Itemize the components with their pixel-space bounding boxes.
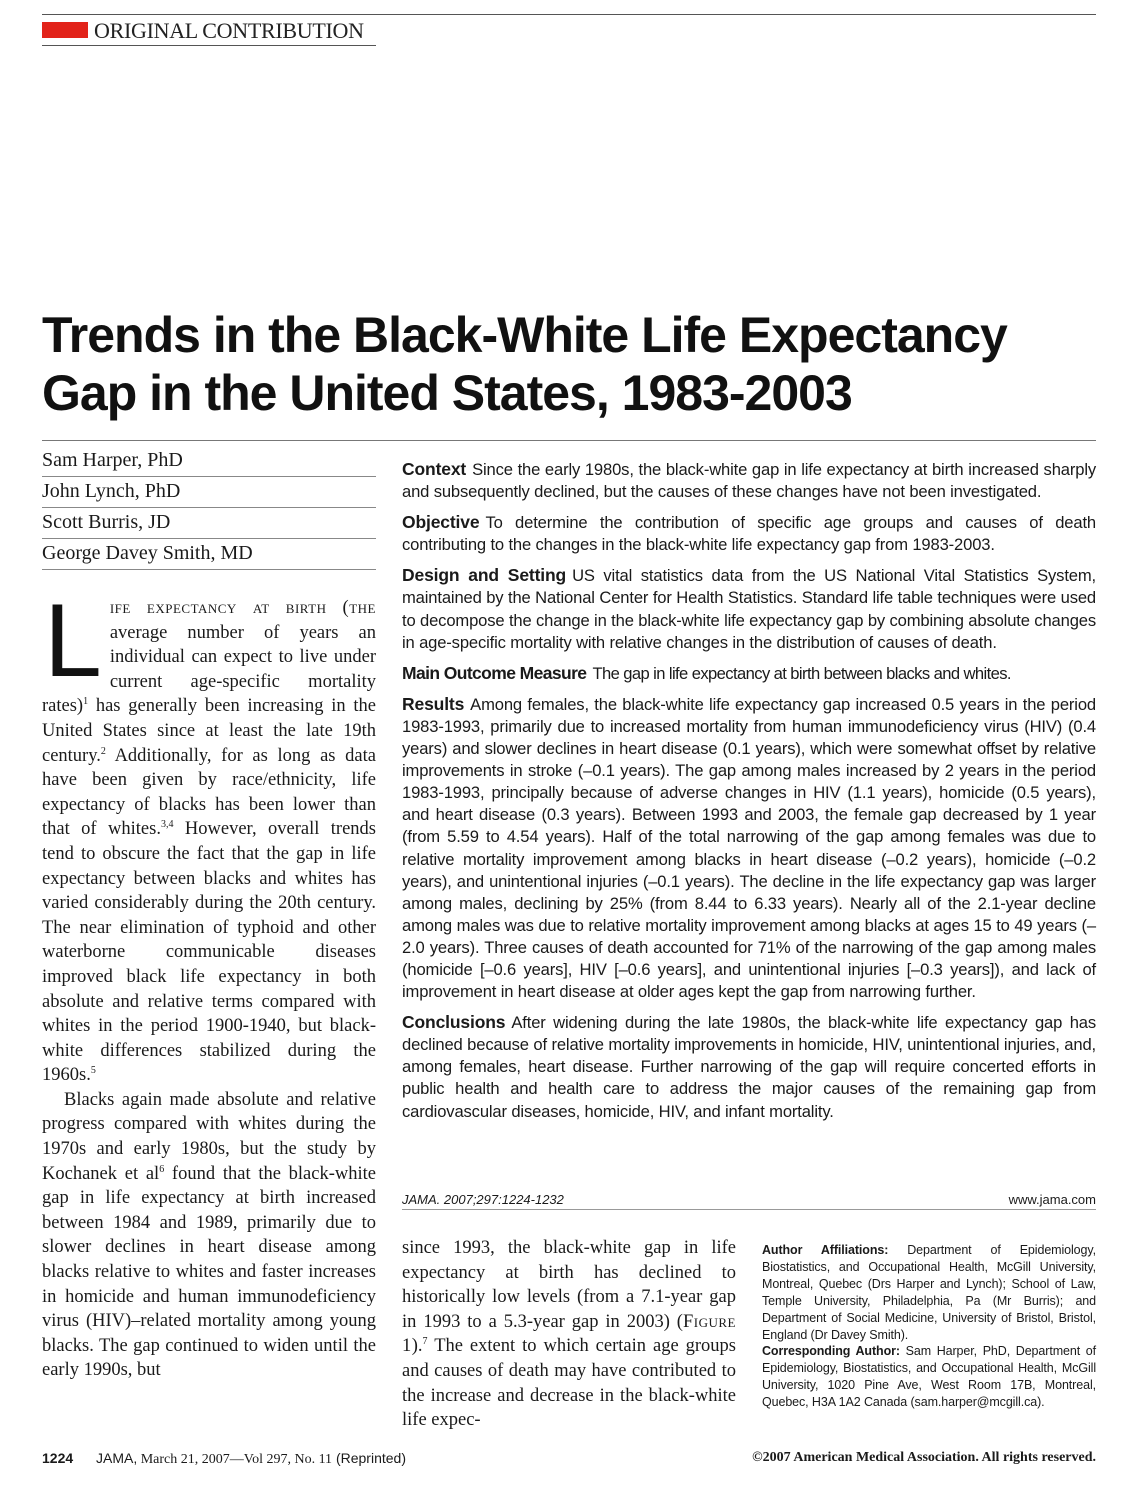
title-line-2: Gap in the United States, 1983-2003 [42, 365, 853, 421]
abstract-results: Results Among females, the black-white li… [402, 693, 1096, 1002]
body-column-2: since 1993, the black-white gap in life … [402, 1236, 736, 1433]
affiliations-heading: Author Affiliations: [762, 1243, 889, 1257]
author-affiliations: Author Affiliations: Department of Epide… [762, 1242, 1096, 1411]
abstract-outcome: Main Outcome Measure The gap in life expe… [402, 662, 1012, 683]
page-footer: 1224 JAMA, March 21, 2007—Vol 297, No. 1… [42, 1450, 1096, 1470]
affiliations-block: Author Affiliations: Department of Epide… [762, 1243, 1096, 1342]
abstract-heading: Objective [402, 512, 480, 533]
abstract-design: Design and Setting US vital statistics da… [402, 565, 1096, 652]
body-paragraph: since 1993, the black-white gap in life … [402, 1238, 736, 1431]
author-list: Sam Harper, PhD John Lynch, PhD Scott Bu… [42, 446, 376, 570]
abstract-context: Context Since the early 1980s, the black-… [402, 459, 1096, 502]
author: Sam Harper, PhD [42, 446, 376, 477]
abstract-objective: Objective To determine the contribution o… [402, 512, 1096, 555]
reference-marker[interactable]: 5 [90, 1065, 96, 1077]
title-rule [42, 440, 1096, 441]
reference-marker[interactable]: 1 [83, 696, 89, 708]
abstract: Context Since the early 1980s, the black-… [402, 458, 1096, 1131]
citation: JAMA. 2007;297:1224-1232 [402, 1192, 564, 1207]
copyright: ©2007 American Medical Association. All … [752, 1450, 1096, 1465]
citation-line: JAMA. 2007;297:1224-1232 www.jama.com [402, 1192, 1096, 1210]
abstract-heading: Main Outcome Measure [402, 662, 587, 683]
abstract-conclusions: Conclusions After widening during the lat… [402, 1012, 1096, 1121]
drop-cap: L [44, 583, 102, 699]
journal-info: JAMA, March 21, 2007—Vol 297, No. 11 (Re… [96, 1450, 406, 1467]
corresponding-heading: Corresponding Author: [762, 1344, 900, 1359]
lead-in-text: ife expectancy at birth (the [109, 598, 376, 618]
author: Scott Burris, JD [42, 508, 376, 539]
author: George Davey Smith, MD [42, 539, 376, 570]
article-title: Trends in the Black-White Life Expectanc… [42, 306, 1102, 422]
page-number: 1224 [42, 1450, 74, 1466]
title-line-1: Trends in the Black-White Life Expectanc… [42, 307, 1008, 363]
top-rule [42, 14, 1096, 15]
abstract-heading: Conclusions [402, 1012, 506, 1033]
reference-marker[interactable]: 6 [159, 1163, 165, 1175]
reference-marker[interactable]: 3,4 [160, 819, 174, 831]
section-label: ORIGINAL CONTRIBUTION [42, 18, 376, 46]
abstract-heading: Results [402, 693, 465, 714]
figure-reference[interactable]: Figure 1 [402, 1311, 736, 1357]
section-color-block [42, 22, 88, 38]
body-paragraph: Blacks again made absolute and relative … [42, 1089, 376, 1381]
journal-url[interactable]: www.jama.com [1008, 1192, 1096, 1207]
author: John Lynch, PhD [42, 477, 376, 508]
abstract-heading: Design and Setting [402, 565, 567, 586]
abstract-heading: Context [402, 459, 467, 479]
corresponding-author-block: Corresponding Author: Sam Harper, PhD, D… [762, 1344, 1096, 1410]
reference-marker[interactable]: 7 [422, 1336, 428, 1348]
section-label-text: ORIGINAL CONTRIBUTION [94, 18, 364, 43]
reference-marker[interactable]: 2 [100, 745, 106, 757]
